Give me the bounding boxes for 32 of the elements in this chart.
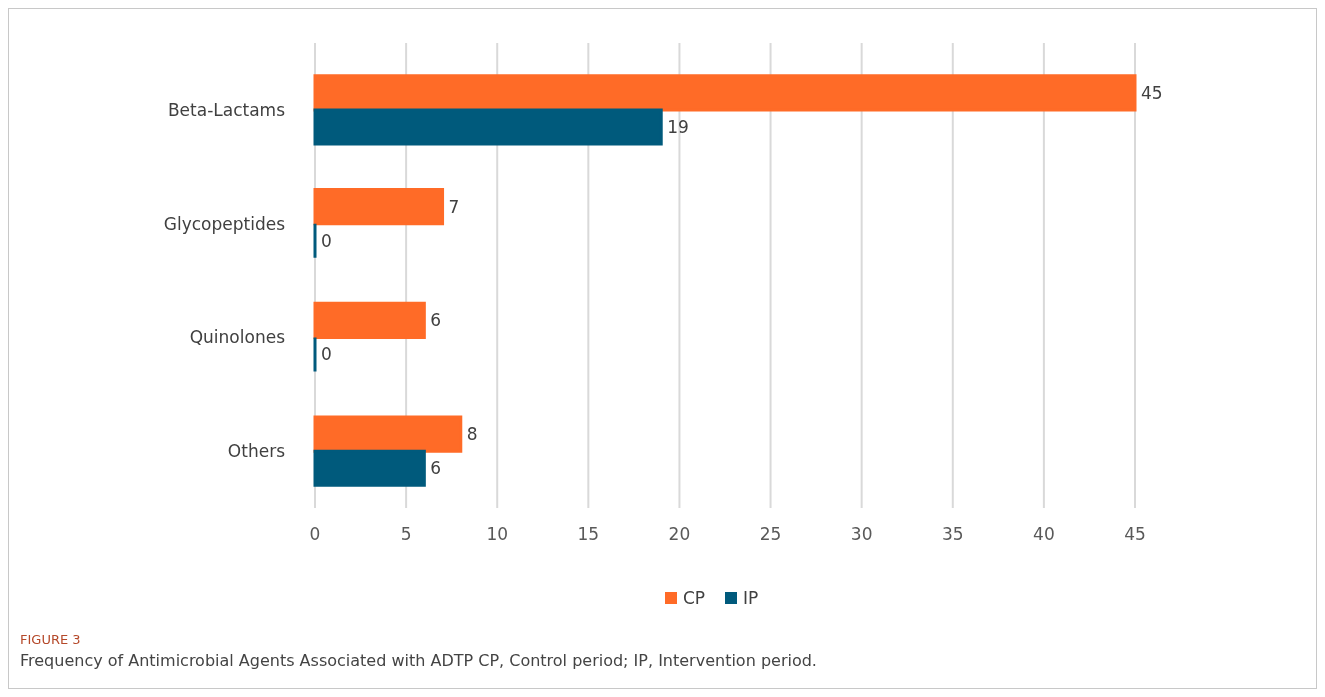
data-label: 6 [430,458,442,479]
caption: FIGURE 3 [20,632,81,647]
bar [313,415,463,453]
x-tick-label: 35 [941,524,964,544]
x-tick-label: 5 [400,524,412,544]
x-tick-label: 10 [486,524,509,544]
data-label: 0 [321,230,332,251]
data-label: 19 [667,116,689,137]
legend-label: CP [683,587,706,608]
y-tick-label: Quinolones [189,327,286,348]
data-label: 7 [448,196,460,217]
x-tick-label: 25 [759,524,782,544]
x-tick-label: 20 [668,524,691,544]
legend-label: IP [743,587,759,608]
data-label: 6 [430,310,442,331]
data-label: 8 [466,424,478,445]
x-tick-label: 0 [309,524,321,544]
bar [313,108,663,146]
y-tick-label: Others [227,441,286,462]
x-tick-label: 15 [577,524,600,544]
x-tick-label: 40 [1033,524,1055,544]
data-label: 45 [1141,82,1163,103]
bar [313,74,1137,112]
data-label: 0 [321,344,332,365]
bar [313,301,426,339]
y-tick-label: Beta-Lactams [167,99,286,120]
y-tick-label: Glycopeptides [163,213,286,234]
text: Frequency of Antimicrobial Agents Associated with ADTP CP, Control period; IP, Intervention period. [20,651,817,670]
bar [313,449,426,487]
x-tick-label: 30 [850,524,873,544]
bar [313,188,445,226]
x-tick-label: 45 [1124,524,1146,544]
